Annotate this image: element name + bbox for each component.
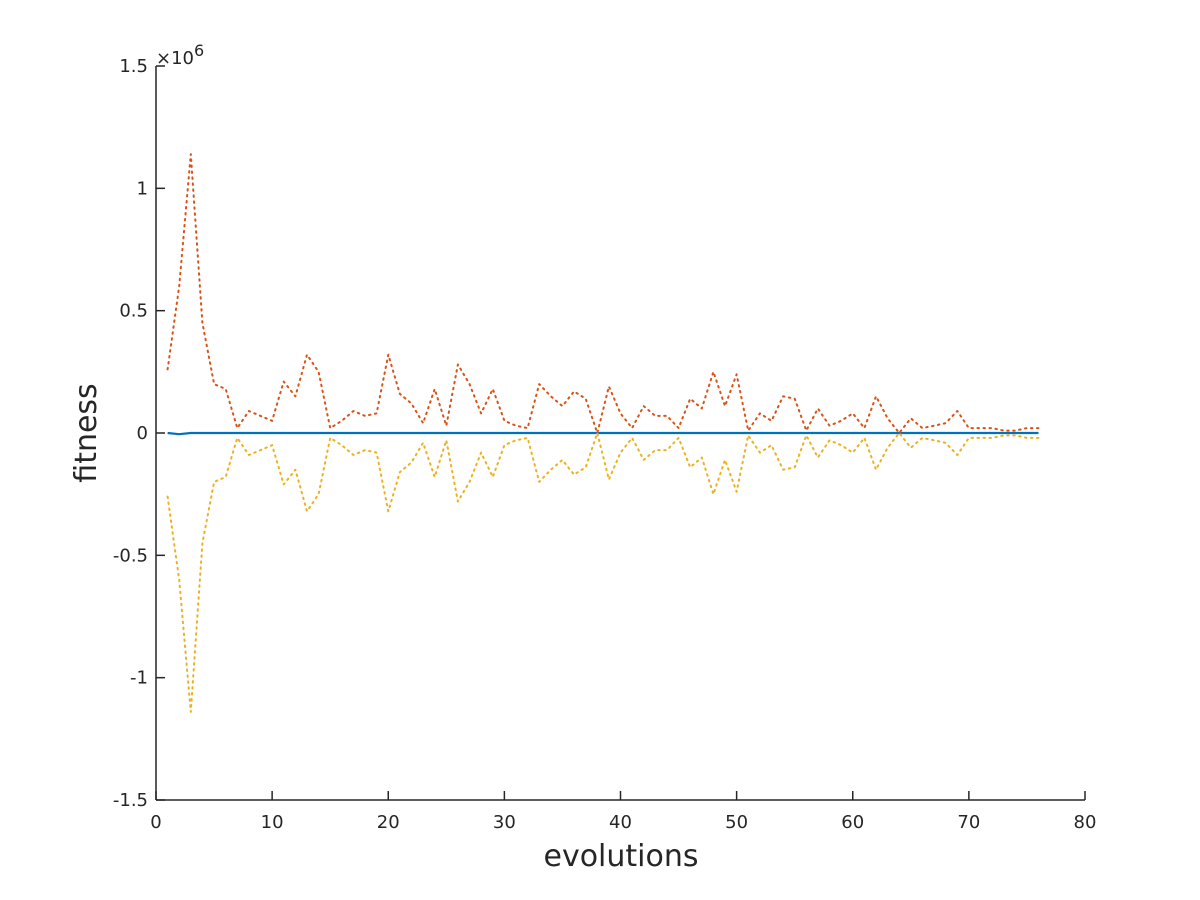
y-tick-label: 1.5 [119,56,148,77]
y-tick-label: 0 [137,423,148,444]
x-tick-label: 60 [841,812,864,833]
y-axis-label: fitness [69,383,104,482]
y-tick-label: -0.5 [113,545,148,566]
y-ticks: -1.5 -1 -0.5 0 0.5 1 1.5 [113,56,165,811]
y-axis-exponent-power: 6 [194,41,204,60]
y-axis-exponent: ×106 [156,41,204,69]
y-tick-label: 1 [137,178,148,199]
x-tick-label: 10 [261,812,284,833]
x-tick-label: 40 [609,812,632,833]
series-layer [166,153,1040,713]
x-tick-label: 80 [1074,812,1097,833]
x-tick-label: 50 [725,812,748,833]
x-tick-label: 30 [493,812,516,833]
y-tick-label: -1 [130,668,148,689]
series-line-1 [167,431,1039,436]
x-tick-label: 0 [150,812,161,833]
axes: 0 10 20 30 40 50 60 70 80 -1.5 -1 -0.5 0 0.5 1 1.5 [113,56,1097,833]
x-tick-label: 70 [957,812,980,833]
y-tick-label: 0.5 [119,301,148,322]
x-tick-label: 20 [377,812,400,833]
x-ticks: 0 10 20 30 40 50 60 70 80 [150,791,1096,833]
y-tick-label: -1.5 [113,790,148,811]
x-axis-label: evolutions [543,839,698,874]
y-axis-exponent-base: ×10 [156,48,194,69]
series-line-2 [166,153,1040,434]
series-line-3 [166,432,1040,713]
